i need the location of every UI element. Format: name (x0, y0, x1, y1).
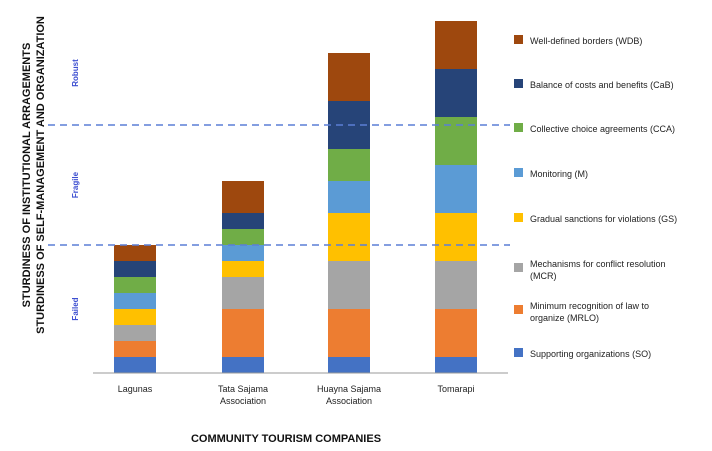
x-tick-label-1: Lagunas (118, 384, 153, 394)
legend-swatch-1 (514, 35, 523, 44)
legend-label-1: Well-defined borders (WDB) (530, 36, 642, 46)
x-tick-label-3-line-1: Huayna Sajama (317, 384, 381, 394)
legend-label-4: Monitoring (M) (530, 169, 588, 179)
legend-swatch-3 (514, 123, 523, 132)
bar-segment-3-6 (328, 149, 370, 181)
threshold-zone-labels: Failed Fragile Robust (71, 59, 80, 321)
legend-label-5: Gradual sanctions for violations (GS) (530, 214, 677, 224)
x-tick-label-2-line-2: Association (220, 396, 266, 406)
legend-label-7-line-1: Minimum recognition of law to (530, 301, 649, 311)
y-axis-title-line-2: STURDINESS OF SELF-MANAGEMENT AND ORGANI… (35, 16, 47, 334)
bar-segment-2-6 (222, 229, 264, 245)
bar-segment-4-8 (435, 21, 477, 69)
bar-segment-4-3 (435, 261, 477, 309)
bar-segment-3-1 (328, 357, 370, 373)
legend-swatch-8 (514, 348, 523, 357)
bar-segment-3-4 (328, 213, 370, 261)
x-tick-label-2-line-1: Tata Sajama (218, 384, 268, 394)
bar-segment-2-5 (222, 245, 264, 261)
bar-segment-1-7 (114, 261, 156, 277)
legend-label-7-line-2: organize (MRLO) (530, 313, 599, 323)
x-tick-label-4: Tomarapi (437, 384, 474, 394)
bars (114, 21, 477, 373)
legend-label-3: Collective choice agreements (CCA) (530, 124, 675, 134)
zone-label-failed: Failed (71, 297, 80, 320)
bar-segment-2-4 (222, 261, 264, 277)
bar-segment-1-8 (114, 245, 156, 261)
bar-segment-1-4 (114, 309, 156, 325)
legend-swatch-4 (514, 168, 523, 177)
legend-label-6-line-2: (MCR) (530, 271, 557, 281)
bar-segment-3-5 (328, 181, 370, 213)
bar-segment-1-2 (114, 341, 156, 357)
bar-segment-1-6 (114, 277, 156, 293)
bar-segment-4-1 (435, 357, 477, 373)
bar-segment-2-7 (222, 213, 264, 229)
bar-segment-2-1 (222, 357, 264, 373)
bar-segment-3-8 (328, 53, 370, 101)
bar-segment-2-2 (222, 309, 264, 357)
x-tick-labels: Lagunas Tata Sajama Association Huayna Saja… (118, 384, 475, 406)
y-axis-title: STURDINESS OF INSTITUTIONAL ARRAGEMENTS S… (21, 16, 47, 334)
bar-segment-1-5 (114, 293, 156, 309)
legend-swatch-6 (514, 263, 523, 272)
legend-label-8: Supporting organizations (SO) (530, 349, 651, 359)
bar-segment-2-3 (222, 277, 264, 309)
bar-segment-4-4 (435, 213, 477, 261)
bar-segment-2-8 (222, 181, 264, 213)
legend-swatch-5 (514, 213, 523, 222)
bar-segment-4-2 (435, 309, 477, 357)
threshold-lines (48, 124, 510, 246)
zone-label-robust: Robust (71, 59, 80, 87)
zone-label-fragile: Fragile (71, 171, 80, 198)
legend-label-6-line-1: Mechanisms for conflict resolution (530, 259, 666, 269)
legend-swatch-7 (514, 305, 523, 314)
bar-segment-4-5 (435, 165, 477, 213)
bar-segment-3-2 (328, 309, 370, 357)
legend-label-2: Balance of costs and benefits (CaB) (530, 80, 674, 90)
x-tick-label-3-line-2: Association (326, 396, 372, 406)
legend-swatch-2 (514, 79, 523, 88)
bar-segment-1-3 (114, 325, 156, 341)
legend: Well-defined borders (WDB) Balance of cos… (514, 35, 677, 359)
bar-segment-4-7 (435, 69, 477, 117)
bar-segment-1-1 (114, 357, 156, 373)
bar-segment-3-3 (328, 261, 370, 309)
x-axis-title: COMMUNITY TOURISM COMPANIES (191, 433, 381, 445)
y-axis-title-line-1: STURDINESS OF INSTITUTIONAL ARRAGEMENTS (21, 43, 33, 308)
